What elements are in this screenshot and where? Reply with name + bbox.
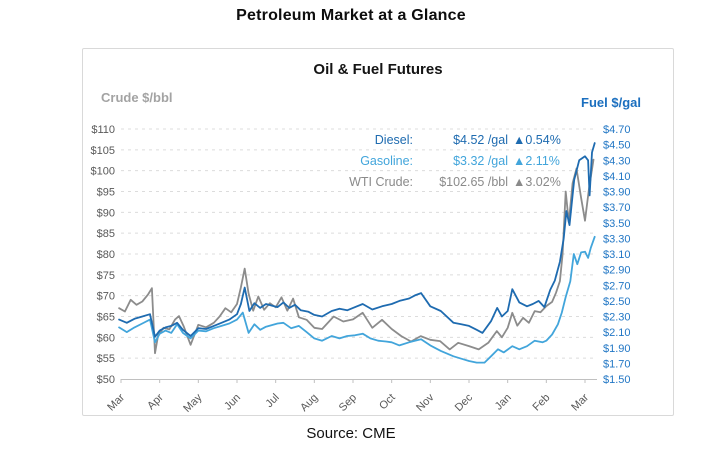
fuel-tick-label: $4.70: [603, 124, 631, 136]
x-axis-tick-label: Aug: [298, 392, 320, 414]
x-axis-tick-label: Dec: [453, 391, 476, 414]
chart-title: Oil & Fuel Futures: [313, 61, 443, 78]
diesel-line: [118, 142, 596, 338]
legend-diesel-change: ▲0.54%: [513, 133, 561, 147]
legend-diesel-value: $4.52 /gal: [453, 133, 508, 147]
wti-crude-line: [118, 158, 595, 355]
source-text: Source: CME: [306, 425, 396, 442]
plot-svg: Mar Apr May Jun Jul Aug Sep Oct Nov Dec Jan Feb Mar $…: [91, 124, 631, 415]
crude-tick-label: $105: [91, 145, 115, 157]
fuel-tick-label: $2.10: [603, 327, 631, 339]
fuel-tick-label: $3.90: [603, 187, 631, 199]
x-axis-tick-label: Jan: [493, 392, 514, 413]
legend-gasoline-value: $3.32 /gal: [453, 154, 508, 168]
x-axis-tick-label: Mar: [105, 391, 127, 413]
fuel-tick-label: $2.70: [603, 280, 631, 292]
legend-gasoline-change: ▲2.11%: [513, 154, 560, 168]
x-axis-tick-label: Nov: [414, 391, 437, 414]
legend-wti-value: $102.65 /bbl: [439, 175, 508, 189]
legend-gasoline-label: Gasoline:: [360, 154, 413, 168]
legend-wti-label: WTI Crude:: [349, 175, 413, 189]
fuel-tick-label: $4.10: [603, 171, 631, 183]
fuel-tick-label: $3.30: [603, 233, 631, 245]
fuel-tick-label: $3.50: [603, 218, 631, 230]
x-axis-tick-label: Feb: [531, 392, 553, 414]
legend-diesel-label: Diesel:: [374, 133, 413, 147]
crude-axis-title: Crude $/bbl: [101, 90, 173, 105]
crude-tick-label: $75: [97, 270, 115, 282]
crude-tick-label: $65: [97, 312, 115, 324]
fuel-axis-title: Fuel $/gal: [581, 95, 641, 110]
x-axis-tick-label: May: [181, 391, 205, 415]
crude-tick-label: $55: [97, 353, 115, 365]
fuel-tick-label: $3.10: [603, 249, 631, 261]
fuel-tick-label: $2.90: [603, 265, 631, 277]
x-axis-tick-label: Oct: [377, 392, 398, 413]
fuel-tick-label: $1.90: [603, 343, 631, 355]
fuel-tick-label: $1.50: [603, 374, 631, 386]
fuel-tick-label: $4.30: [603, 155, 631, 167]
crude-tick-label: $70: [97, 291, 115, 303]
legend-wti-change: ▲3.02%: [513, 175, 561, 189]
x-axis-tick-label: Jun: [222, 392, 243, 413]
fuel-tick-label: $2.50: [603, 296, 631, 308]
x-axis-tick-label: Sep: [337, 392, 359, 414]
x-axis-tick-label: Apr: [145, 391, 166, 412]
crude-tick-label: $85: [97, 228, 115, 240]
x-axis-tick-label: Jul: [263, 392, 281, 410]
crude-tick-label: $50: [97, 374, 115, 386]
chart-card: Mar Apr May Jun Jul Aug Sep Oct Nov Dec Jan Feb Mar $…: [82, 48, 674, 416]
chart-legend: Diesel: $4.52 /gal ▲0.54% Gasoline: $3.3…: [331, 132, 575, 190]
fuel-tick-label: $2.30: [603, 312, 631, 324]
x-axis-tick-label: Mar: [569, 391, 591, 413]
crude-tick-label: $90: [97, 207, 115, 219]
gasoline-line: [118, 235, 596, 364]
crude-tick-label: $110: [91, 124, 115, 136]
crude-tick-label: $100: [91, 166, 115, 178]
fuel-tick-label: $4.50: [603, 140, 631, 152]
crude-tick-label: $95: [97, 187, 115, 199]
fuel-tick-label: $1.70: [603, 358, 631, 370]
fuel-tick-label: $3.70: [603, 202, 631, 214]
page-title: Petroleum Market at a Glance: [236, 7, 466, 24]
crude-tick-label: $60: [97, 332, 115, 344]
crude-tick-label: $80: [97, 249, 115, 261]
